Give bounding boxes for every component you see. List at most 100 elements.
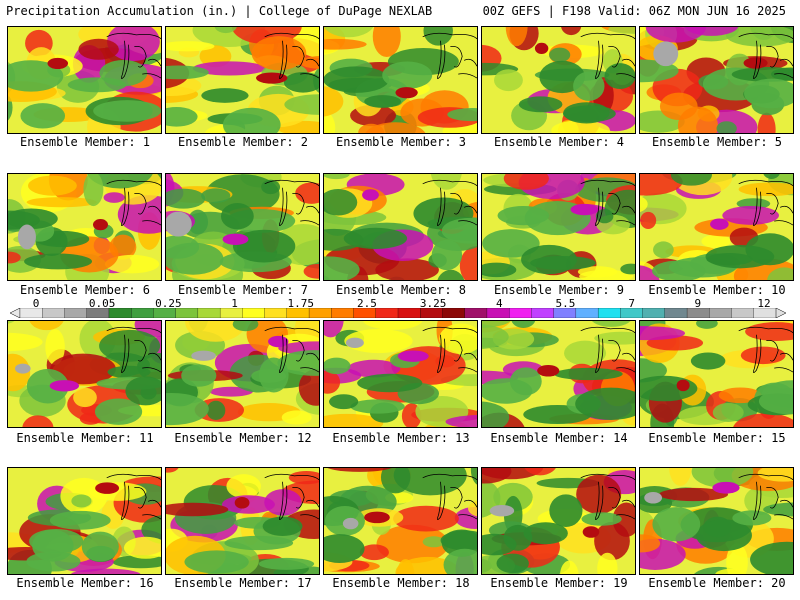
precip-map <box>166 468 319 574</box>
member-label: Ensemble Member: 8 <box>335 283 467 297</box>
great-lakes-outline <box>106 32 161 79</box>
precip-map <box>324 468 477 574</box>
colorbar-swatch <box>197 308 221 318</box>
ensemble-panel-7 <box>165 173 320 281</box>
precip-map <box>482 174 635 280</box>
colorbar-tick-label: 7 <box>628 297 635 310</box>
great-lakes-outline <box>580 32 635 79</box>
ensemble-panel-5 <box>639 26 794 134</box>
colorbar-min-arrow <box>10 308 21 318</box>
great-lakes-outline <box>264 32 319 79</box>
ensemble-panel-12 <box>165 320 320 428</box>
precip-map <box>166 321 319 427</box>
colorbar-tick-label: 0.05 <box>88 297 116 310</box>
colorbar-swatch <box>397 308 421 318</box>
precip-map <box>324 174 477 280</box>
ensemble-panel-19 <box>481 467 636 575</box>
ensemble-panel-8 <box>323 173 478 281</box>
member-label: Ensemble Member: 19 <box>490 576 628 590</box>
colorbar-max-arrow <box>775 308 786 318</box>
colorbar-tick-label: 3.25 <box>419 297 447 310</box>
ensemble-panel-1 <box>7 26 162 134</box>
precip-map <box>166 174 319 280</box>
member-label: Ensemble Member: 4 <box>493 135 625 149</box>
member-label: Ensemble Member: 11 <box>16 431 154 445</box>
great-lakes-outline <box>738 473 793 520</box>
great-lakes-outline <box>264 326 319 373</box>
colorbar-tick-label: 9 <box>694 297 702 310</box>
ensemble-panel-20 <box>639 467 794 575</box>
member-label: Ensemble Member: 2 <box>177 135 309 149</box>
colorbar-tick-label: 1.75 <box>287 297 314 310</box>
precip-map <box>8 27 161 133</box>
ensemble-panel-3 <box>323 26 478 134</box>
precip-map <box>640 174 793 280</box>
member-label: Ensemble Member: 16 <box>16 576 154 590</box>
ensemble-panel-10 <box>639 173 794 281</box>
great-lakes-outline <box>738 179 793 226</box>
ensemble-panel-17 <box>165 467 320 575</box>
precip-map <box>8 174 161 280</box>
colorbar-tick-label: 2.5 <box>356 297 377 310</box>
colorbar-swatch <box>264 308 288 318</box>
colorbar-ramp <box>10 308 786 318</box>
ensemble-panel-2 <box>165 26 320 134</box>
member-label: Ensemble Member: 9 <box>493 283 625 297</box>
colorbar-swatch <box>597 308 621 318</box>
precip-map <box>482 321 635 427</box>
member-label: Ensemble Member: 10 <box>648 283 786 297</box>
colorbar-tick-label: 0 <box>32 297 40 310</box>
ensemble-panel-13 <box>323 320 478 428</box>
precip-map <box>482 468 635 574</box>
colorbar-tick-label: 5.5 <box>555 297 576 310</box>
ensemble-panel-16 <box>7 467 162 575</box>
colorbar-swatch <box>375 308 399 318</box>
colorbar-swatch <box>664 308 688 318</box>
great-lakes-outline <box>580 473 635 520</box>
colorbar-swatch <box>642 308 666 318</box>
colorbar-swatch <box>531 308 555 318</box>
colorbar-tick-label: 0.25 <box>155 297 182 310</box>
precip-map <box>482 27 635 133</box>
great-lakes-outline <box>580 326 635 373</box>
precip-map <box>640 321 793 427</box>
colorbar-swatch <box>131 308 154 318</box>
great-lakes-outline <box>422 32 477 79</box>
member-label: Ensemble Member: 5 <box>651 135 783 149</box>
member-label: Ensemble Member: 17 <box>174 576 312 590</box>
colorbar-swatch <box>575 308 599 318</box>
great-lakes-outline <box>264 473 319 520</box>
map-title: Precipitation Accumulation (in.) | Colle… <box>6 4 433 18</box>
great-lakes-outline <box>738 326 793 373</box>
member-label: Ensemble Member: 13 <box>332 431 470 445</box>
member-label: Ensemble Member: 1 <box>19 135 151 149</box>
colorbar-swatch <box>709 308 732 318</box>
great-lakes-outline <box>422 326 477 373</box>
member-label: Ensemble Member: 12 <box>174 431 312 445</box>
precip-map <box>640 27 793 133</box>
member-label: Ensemble Member: 7 <box>177 283 309 297</box>
member-label: Ensemble Member: 14 <box>490 431 628 445</box>
colorbar-tick-label: 12 <box>757 297 771 310</box>
member-label: Ensemble Member: 6 <box>19 283 151 297</box>
colorbar-tick-label: 4 <box>495 297 503 310</box>
great-lakes-outline <box>106 473 161 520</box>
ensemble-panel-18 <box>323 467 478 575</box>
member-label: Ensemble Member: 15 <box>648 431 786 445</box>
model-run-label: 00Z GEFS | F198 Valid: 06Z MON JUN 16 20… <box>482 4 786 18</box>
colorbar-swatch <box>509 308 532 318</box>
colorbar-swatch <box>42 308 65 318</box>
colorbar-swatch <box>731 308 755 318</box>
ensemble-panel-9 <box>481 173 636 281</box>
colorbar-swatch <box>242 308 266 318</box>
precip-map <box>324 27 477 133</box>
colorbar-tick-label: 1 <box>231 297 238 310</box>
precip-map <box>324 321 477 427</box>
great-lakes-outline <box>738 32 793 79</box>
ensemble-panel-15 <box>639 320 794 428</box>
precip-map <box>166 27 319 133</box>
great-lakes-outline <box>106 326 161 373</box>
ensemble-panel-6 <box>7 173 162 281</box>
ensemble-panel-4 <box>481 26 636 134</box>
member-label: Ensemble Member: 3 <box>335 135 467 149</box>
